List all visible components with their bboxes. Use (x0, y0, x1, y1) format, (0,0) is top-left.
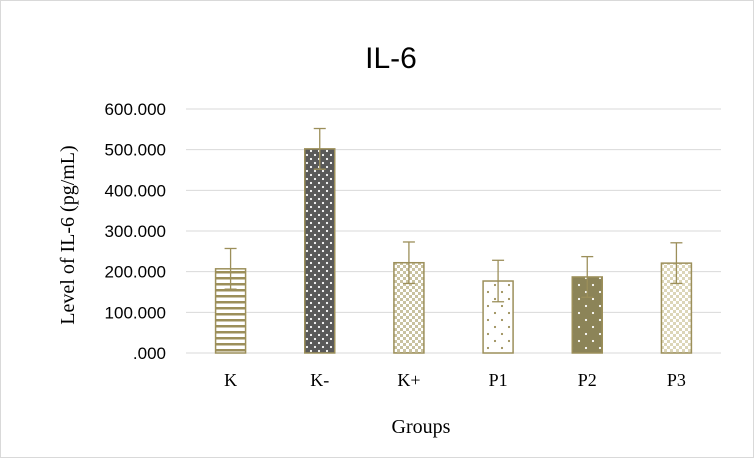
y-tick-label: 200.000 (105, 263, 166, 282)
x-axis-label: Groups (392, 416, 451, 438)
gridlines (186, 108, 721, 313)
y-tick-label: 600.000 (105, 100, 166, 119)
x-tick-label: P3 (667, 370, 686, 390)
bars (214, 148, 693, 354)
y-axis-ticks: .000 100.000 200.000 300.000 400.000 500.000 6… (105, 100, 166, 363)
error-bar (492, 259, 505, 303)
x-tick-label: K (224, 370, 237, 390)
y-tick-label: 100.000 (105, 303, 166, 322)
y-axis-label: Level of IL-6 (pg/mL) (57, 145, 79, 324)
y-tick-label: .000 (133, 344, 166, 363)
error-bar (402, 241, 415, 285)
x-tick-label: K- (310, 370, 329, 390)
bar-k-minus (304, 148, 336, 354)
y-tick-label: 500.000 (105, 141, 166, 160)
x-tick-label: P1 (489, 370, 508, 390)
x-axis-ticks: K K- K+ P1 P2 P3 (224, 370, 686, 390)
error-bar (224, 247, 237, 290)
x-tick-label: K+ (397, 370, 420, 390)
error-bars (224, 127, 683, 303)
y-tick-label: 300.000 (105, 222, 166, 241)
x-tick-label: P2 (578, 370, 597, 390)
chart-title: IL-6 (365, 42, 417, 75)
error-bar (313, 127, 326, 170)
error-bar (670, 242, 683, 285)
error-bar (581, 255, 594, 298)
y-tick-label: 400.000 (105, 181, 166, 200)
